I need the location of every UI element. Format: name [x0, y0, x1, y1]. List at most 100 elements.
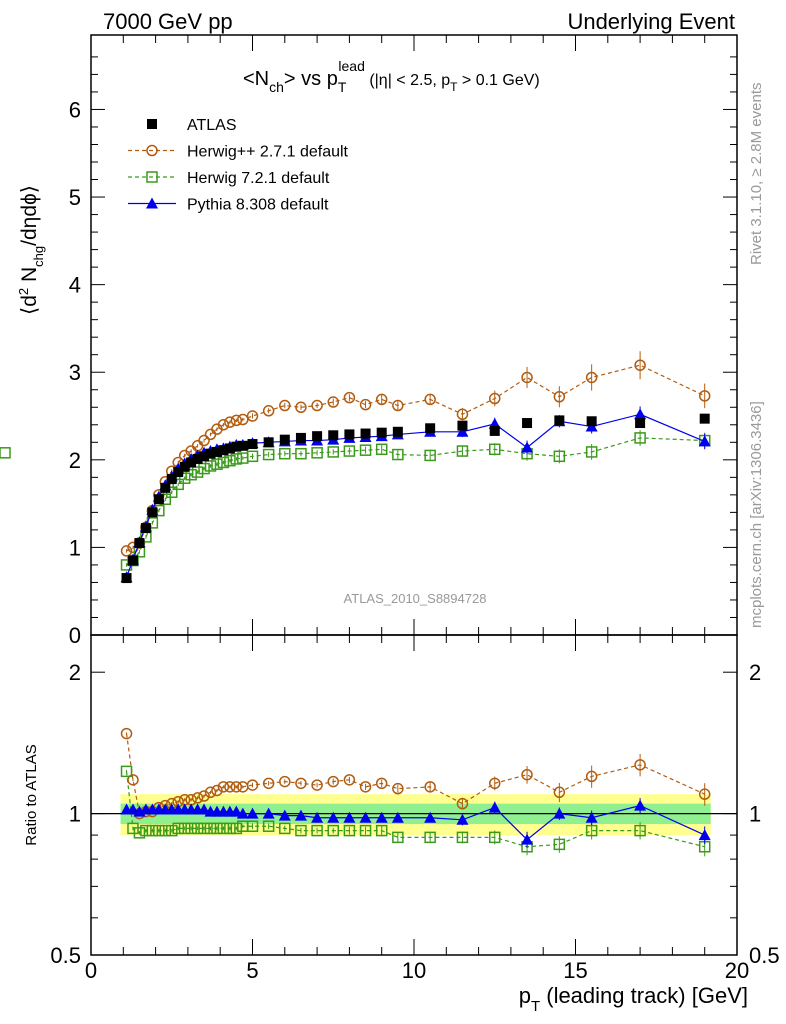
ratio-point	[295, 777, 307, 790]
ratio-point	[279, 775, 291, 788]
ratio-plot-series	[120, 727, 711, 857]
data-point	[230, 453, 243, 465]
ratio-point	[246, 779, 259, 791]
data-point	[224, 443, 235, 454]
ratio-point	[217, 822, 230, 835]
data-point	[199, 451, 210, 462]
data-point	[172, 478, 184, 491]
main-y-axis-label: ⟨d2 Nchg/dηdϕ⟩	[16, 185, 46, 315]
data-point	[489, 392, 501, 405]
data-point	[185, 468, 197, 481]
ratio-point	[198, 790, 210, 802]
header-left: 7000 GeV pp	[103, 9, 233, 34]
legend-marker	[146, 171, 158, 183]
ratio-point	[211, 784, 223, 797]
series-herwig-7-2-1-default	[0, 430, 711, 571]
data-point	[153, 494, 164, 505]
ratio-point	[311, 811, 324, 823]
x-tick-label: 10	[402, 958, 426, 983]
legend-item: Herwig++ 2.7.1 default	[128, 144, 349, 161]
data-point	[127, 555, 138, 566]
data-point	[359, 398, 372, 411]
data-point	[178, 472, 191, 484]
ratio-point	[295, 824, 307, 837]
ratio-point	[217, 781, 230, 793]
main-y-tick-label: 6	[69, 97, 81, 122]
ratio-series-pythia-8-308-default	[120, 798, 711, 848]
data-point	[237, 413, 249, 426]
ratio-point	[553, 786, 566, 799]
data-point	[343, 391, 356, 404]
data-point	[375, 393, 388, 406]
data-point	[224, 454, 236, 467]
main-y-tick-label: 0	[69, 623, 81, 648]
ratio-point	[392, 831, 404, 844]
data-point	[224, 416, 236, 428]
ratio-point	[166, 824, 178, 837]
ratio-point	[279, 822, 291, 835]
ratio-point	[191, 792, 204, 804]
data-point	[295, 432, 306, 443]
data-point	[553, 391, 566, 403]
data-point	[140, 523, 151, 534]
data-point	[186, 457, 197, 468]
data-point	[121, 573, 132, 584]
data-point	[456, 408, 469, 421]
ratio-point	[375, 811, 388, 823]
legend-label: Herwig++ 2.7.1 default	[187, 144, 349, 161]
ratio-point	[204, 786, 217, 799]
data-point	[375, 443, 388, 456]
ratio-point	[391, 811, 404, 823]
ratio-point	[294, 809, 307, 821]
ratio-point	[262, 777, 275, 790]
ratio-y-tick-label: 2	[69, 660, 81, 685]
ratio-point	[224, 781, 236, 793]
data-point	[327, 446, 339, 458]
ratio-point	[343, 811, 356, 823]
series-pythia-8-308-default	[120, 406, 711, 583]
ratio-point	[146, 824, 159, 837]
main-y-tick-label: 2	[69, 448, 81, 473]
legend-marker	[146, 144, 158, 157]
main-y-tick-label: 1	[69, 535, 81, 560]
legend-item: ATLAS	[147, 117, 237, 134]
data-point	[160, 482, 171, 493]
data-point	[262, 405, 275, 417]
mcplots-label: mcplots.cern.ch [arXiv:1306.3436]	[748, 401, 765, 628]
ratio-point	[198, 822, 210, 835]
data-point	[295, 447, 307, 460]
data-point	[204, 460, 217, 472]
ratio-point	[172, 822, 184, 835]
data-point	[231, 441, 242, 452]
ratio-point	[456, 831, 469, 844]
data-point	[360, 428, 371, 439]
ratio-point	[178, 822, 191, 835]
legend-marker	[147, 119, 157, 129]
data-point	[635, 418, 646, 429]
ratio-point	[424, 811, 437, 823]
main-y-tick-label: 5	[69, 185, 81, 210]
ratio-point	[343, 824, 356, 837]
data-point	[489, 443, 501, 456]
data-point	[179, 461, 190, 472]
data-point	[218, 445, 229, 456]
data-point	[699, 413, 710, 424]
analysis-id: ATLAS_2010_S8894728	[344, 591, 487, 606]
header-right: Underlying Event	[567, 9, 735, 34]
data-point	[279, 399, 291, 412]
ratio-point	[311, 824, 323, 837]
ratio-point	[140, 824, 152, 837]
ratio-y-axis-label: Ratio to ATLAS	[23, 744, 40, 845]
ratio-point	[230, 805, 243, 817]
data-point	[634, 432, 646, 444]
ratio-series-herwig-7-2-1-default	[120, 765, 711, 857]
main-y-axis: 0 1 2 3 4 5 6	[69, 56, 737, 648]
data-point	[392, 426, 403, 437]
main-plot-series	[0, 351, 711, 584]
ratio-point	[553, 838, 566, 851]
ratio-point	[634, 824, 646, 837]
data-point	[634, 359, 646, 371]
data-point	[263, 437, 274, 448]
ratio-point	[246, 820, 259, 832]
legend-label: Herwig 7.2.1 default	[187, 170, 330, 187]
